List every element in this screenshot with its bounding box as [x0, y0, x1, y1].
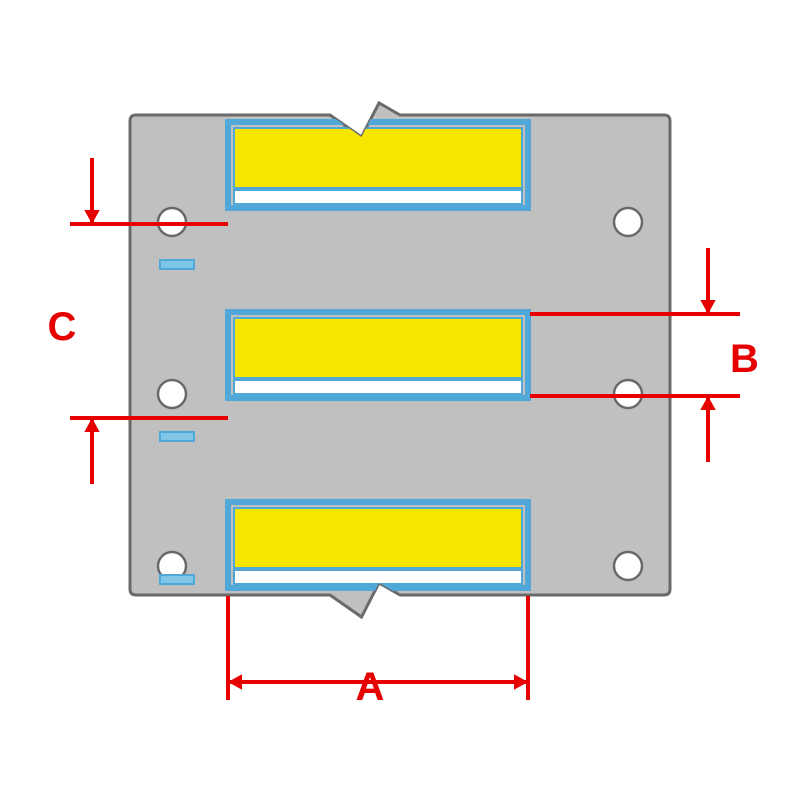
sprocket-hole [158, 380, 186, 408]
label-yellow-band [234, 508, 522, 568]
label-white-band [234, 190, 522, 204]
sprocket-hole [614, 208, 642, 236]
sensor-tick [160, 575, 194, 584]
dimension-a-label: A [356, 665, 385, 709]
label-yellow-band [234, 318, 522, 378]
sensor-tick [160, 432, 194, 441]
dimension-b-label: B [730, 337, 759, 381]
label-white-band [234, 570, 522, 584]
sprocket-hole [614, 552, 642, 580]
label-white-band [234, 380, 522, 394]
label-slots [228, 122, 528, 588]
label-dimension-diagram: A B C [0, 0, 800, 800]
label-yellow-band [234, 128, 522, 188]
dimension-c-label: C [48, 305, 77, 349]
sensor-tick [160, 260, 194, 269]
